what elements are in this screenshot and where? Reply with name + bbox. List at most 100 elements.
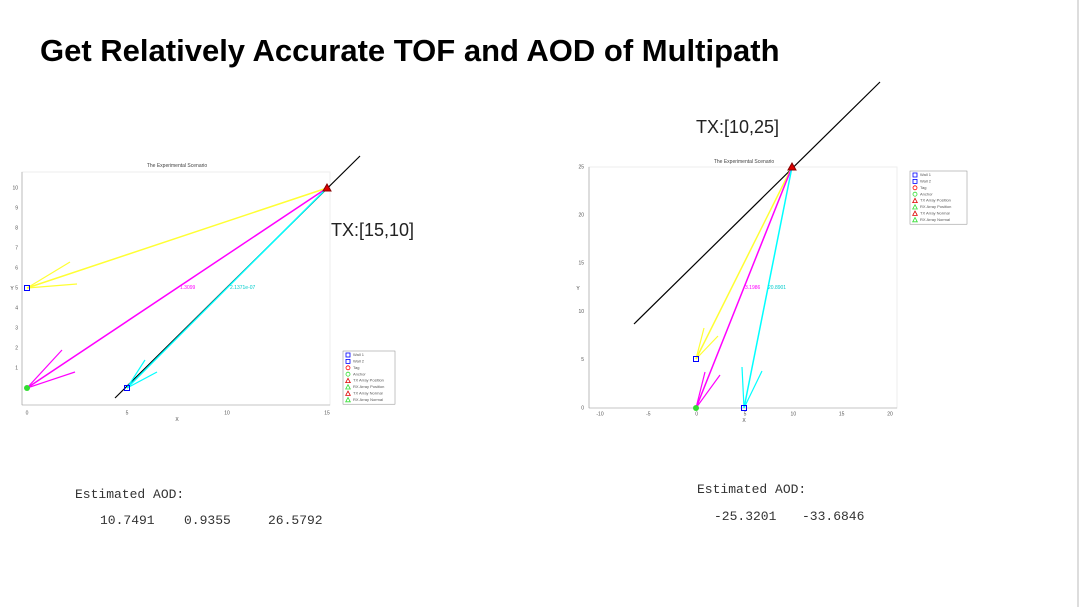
- x-label: X: [175, 417, 179, 423]
- wall-line: [633, 81, 881, 325]
- legend-label: RX Array Normal: [353, 397, 383, 402]
- tx-marker: [787, 161, 797, 171]
- arrow: [26, 283, 78, 289]
- legend-label: Wall 1: [353, 352, 365, 357]
- x-tick-label: 5: [744, 411, 747, 417]
- arrow: [695, 335, 719, 360]
- y-tick-label: 5: [581, 357, 584, 363]
- x-tick-label: 15: [839, 411, 845, 417]
- estimate-value: 26.5792: [268, 513, 323, 528]
- path: [26, 187, 328, 389]
- wall-1-marker: [741, 405, 747, 411]
- y-label: Y: [10, 286, 14, 292]
- legend-marker: [912, 191, 918, 197]
- x-tick-label: 5: [126, 410, 129, 416]
- legend-marker: [912, 216, 918, 223]
- y-tick-label: 10: [578, 309, 584, 315]
- legend-label: Wall 2: [353, 358, 365, 363]
- path: [695, 166, 793, 360]
- legend-label: RX Array Position: [353, 384, 384, 389]
- legend-marker: [912, 197, 918, 204]
- legend-marker: [912, 203, 918, 210]
- legend-marker: [345, 377, 351, 384]
- legend-marker: [345, 371, 351, 377]
- path-label: 2.1371e-07: [230, 285, 256, 291]
- estimate-label: Estimated AOD:: [697, 482, 806, 497]
- x-label: X: [742, 418, 746, 424]
- path-label: 1.3099: [180, 285, 196, 291]
- arrow: [695, 374, 721, 409]
- y-tick-label: 2: [15, 345, 18, 351]
- anchor-marker: [693, 405, 699, 411]
- estimate-value: -25.3201: [714, 509, 777, 524]
- estimate-value: 0.9355: [184, 513, 231, 528]
- left-plot: The Experimental Scenario X Y 1.3099 2.1…: [10, 155, 414, 423]
- legend-label: Tag: [353, 365, 359, 370]
- x-tick-label: 15: [324, 410, 330, 416]
- legend-label: RX Array Normal: [920, 217, 950, 222]
- plot-title: The Experimental Scenario: [714, 159, 775, 165]
- wall-2-marker: [693, 356, 699, 362]
- y-tick-label: 10: [12, 185, 18, 191]
- legend-label: TX Array Normal: [353, 390, 383, 395]
- x-tick-label: 0: [26, 410, 29, 416]
- legend-label: Wall 2: [920, 178, 932, 183]
- y-tick-label: 15: [578, 261, 584, 267]
- slide-title: Get Relatively Accurate TOF and AOD of M…: [40, 33, 780, 68]
- legend-label: Anchor: [353, 371, 366, 376]
- arrow: [26, 371, 76, 389]
- arrow: [26, 261, 71, 289]
- x-tick-label: 0: [695, 411, 698, 417]
- x-tick-label: -5: [646, 411, 651, 417]
- wall-2-marker: [24, 285, 30, 291]
- y-label: Y: [576, 286, 580, 292]
- x-tick-label: 20: [887, 411, 893, 417]
- path-label: 20.8901: [768, 285, 786, 291]
- legend-marker: [345, 352, 351, 358]
- y-tick-label: 5: [15, 285, 18, 291]
- x-tick-label: -10: [596, 411, 603, 417]
- legend-box: [909, 170, 968, 225]
- legend-marker: [345, 365, 351, 371]
- path-label: 3.1986: [745, 285, 761, 291]
- legend-marker: [912, 172, 918, 178]
- anchor-marker: [24, 385, 30, 391]
- path: [743, 166, 793, 409]
- legend-label: TX Array Position: [353, 378, 384, 383]
- arrow: [695, 327, 705, 360]
- legend-marker: [912, 185, 918, 191]
- arrow: [695, 371, 706, 409]
- y-tick-label: 1: [15, 365, 18, 371]
- y-tick-label: 9: [15, 205, 18, 211]
- plot-title: The Experimental Scenario: [147, 163, 208, 169]
- plot-area: [588, 166, 898, 409]
- annotation: TX:[10,25]: [696, 117, 779, 137]
- legend-marker: [345, 358, 351, 364]
- y-tick-label: 25: [578, 164, 584, 170]
- y-tick-label: 0: [581, 405, 584, 411]
- estimate-value: 10.7491: [100, 513, 155, 528]
- legend-label: Wall 1: [920, 172, 932, 177]
- estimate-value: -33.6846: [802, 509, 864, 524]
- annotation: TX:[15,10]: [331, 220, 414, 240]
- tx-marker: [322, 182, 332, 192]
- y-tick-label: 20: [578, 213, 584, 219]
- x-tick-label: 10: [791, 411, 797, 417]
- path: [126, 187, 328, 389]
- legend-marker: [345, 390, 351, 396]
- legend-marker: [912, 178, 918, 184]
- arrow: [126, 371, 158, 389]
- arrow: [743, 370, 763, 409]
- legend-marker: [345, 396, 351, 403]
- right-plot: The Experimental Scenario X Y 3.1986 20.…: [576, 81, 898, 424]
- path: [695, 166, 793, 409]
- y-tick-label: 3: [15, 325, 18, 331]
- arrow: [126, 359, 146, 389]
- y-tick-label: 4: [15, 305, 18, 311]
- legend-marker: [345, 383, 351, 390]
- path: [26, 187, 328, 289]
- wall-1-marker: [124, 385, 130, 391]
- legend-marker: [912, 210, 918, 216]
